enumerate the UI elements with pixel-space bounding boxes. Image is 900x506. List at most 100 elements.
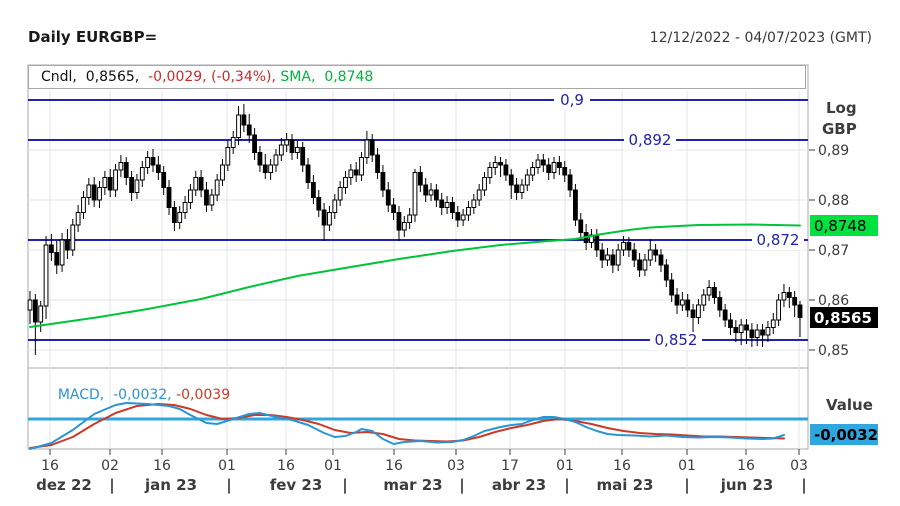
- macd-value-badge: -0,0032: [810, 424, 878, 445]
- macd-legend-signal: -0,0039: [176, 387, 231, 403]
- candle-down: [712, 287, 717, 298]
- candle-down: [733, 327, 739, 333]
- candle-down: [433, 189, 439, 201]
- candle-down: [91, 184, 97, 201]
- level-label-bg: [752, 230, 804, 250]
- candle-up: [524, 174, 530, 186]
- candle-up: [530, 167, 536, 176]
- candle-up: [236, 114, 241, 138]
- candle-down: [241, 114, 247, 126]
- candle-up: [412, 172, 418, 216]
- candle-down: [385, 189, 391, 206]
- candle-down: [369, 139, 375, 156]
- candle-up: [770, 319, 776, 328]
- sma-price-badge: 0,8748: [810, 215, 878, 236]
- candle-down: [252, 134, 257, 153]
- candle-up: [38, 305, 44, 323]
- candle-up: [118, 162, 124, 171]
- candle-down: [562, 167, 568, 176]
- candle-up: [444, 202, 450, 208]
- candle-down: [749, 329, 755, 338]
- price-tick-label: 0,88: [818, 193, 849, 209]
- month-separator: |: [226, 476, 231, 495]
- candle-up: [102, 177, 108, 188]
- price-tick-label: 0,89: [818, 143, 849, 159]
- candle-down: [610, 254, 616, 266]
- month-label: dez 22: [36, 476, 92, 494]
- candle-up: [278, 144, 284, 156]
- candle-down: [166, 187, 172, 208]
- candle-down: [760, 329, 765, 336]
- month-label: mai 23: [597, 476, 654, 494]
- candle-up: [471, 199, 477, 208]
- candle-down: [380, 172, 386, 191]
- chart-panels: [27, 64, 809, 450]
- candle-down: [792, 297, 798, 306]
- month-separator: |: [684, 476, 689, 495]
- month-separator: |: [342, 476, 347, 495]
- candle-down: [129, 177, 134, 193]
- candle-down: [594, 234, 600, 251]
- legend-cndl: Cndl, 0,8565,: [41, 69, 149, 85]
- candle-up: [70, 224, 76, 251]
- day-tick-label: 17: [501, 458, 519, 474]
- candle-up: [182, 202, 188, 213]
- axis-currency-gbp: GBP: [822, 120, 857, 138]
- day-tick-label: 16: [737, 458, 755, 474]
- candle-down: [321, 209, 327, 226]
- candle-down: [599, 249, 605, 261]
- candle-up: [75, 212, 81, 226]
- candle-up: [327, 212, 332, 226]
- day-tick-label: 03: [447, 458, 465, 474]
- candle-down: [717, 297, 723, 311]
- candle-down: [305, 164, 311, 183]
- candle-down: [674, 294, 680, 306]
- day-tick-label: 01: [218, 458, 236, 474]
- candle-up: [134, 179, 140, 193]
- day-tick-label: 01: [678, 458, 696, 474]
- candle-up: [482, 177, 487, 191]
- candle-up: [738, 324, 744, 333]
- price-tick-label: 0,86: [818, 293, 849, 309]
- month-label: jun 23: [720, 476, 774, 494]
- candle-down: [556, 162, 562, 168]
- candle-down: [48, 244, 54, 253]
- candle-down: [353, 169, 359, 176]
- candlestick-series: [27, 104, 803, 355]
- candle-up: [492, 162, 498, 168]
- candle-up: [615, 249, 621, 266]
- candle-up: [765, 327, 771, 336]
- month-label: mar 23: [383, 476, 442, 494]
- candle-up: [460, 214, 466, 221]
- month-separator: |: [109, 476, 114, 495]
- candle-up: [220, 164, 225, 181]
- candle-down: [161, 172, 167, 188]
- candle-down: [669, 279, 675, 296]
- candle-up: [273, 154, 279, 166]
- month-separator: |: [564, 476, 569, 495]
- candle-up: [754, 329, 760, 338]
- candle-down: [685, 299, 691, 311]
- candle-down: [578, 219, 584, 233]
- day-tick-label: 16: [277, 458, 295, 474]
- candle-down: [637, 259, 642, 271]
- candle-up: [86, 184, 92, 198]
- candle-down: [786, 292, 792, 298]
- candle-down: [32, 299, 38, 323]
- candle-down: [257, 152, 263, 166]
- main-chart-panel[interactable]: [27, 64, 809, 369]
- candle-up: [466, 207, 471, 216]
- candle-down: [567, 174, 573, 191]
- candle-down: [626, 242, 632, 251]
- candle-up: [551, 162, 557, 173]
- date-range: 12/12/2022 - 04/07/2023 (GMT): [649, 30, 872, 46]
- month-label: abr 23: [492, 476, 546, 494]
- candle-up: [679, 299, 685, 306]
- candle-down: [455, 212, 461, 221]
- candle-down: [658, 254, 664, 266]
- axis-scale-log: Log: [826, 99, 857, 117]
- month-label: fev 23: [270, 476, 323, 494]
- month-label: jan 23: [144, 476, 197, 494]
